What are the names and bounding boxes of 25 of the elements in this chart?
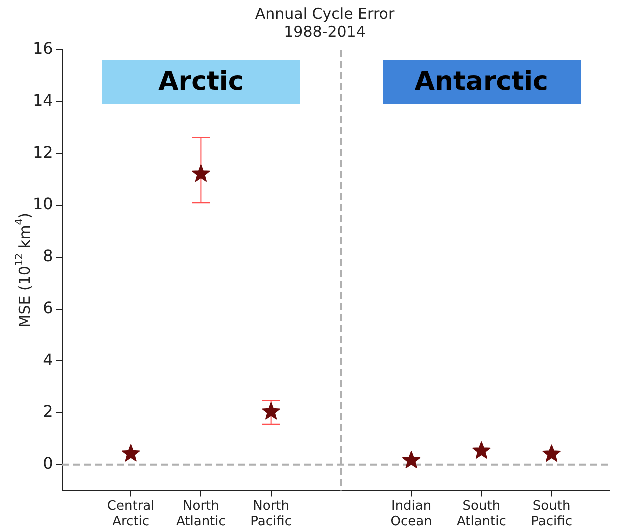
point bbox=[472, 442, 491, 459]
y-tick-label: 6 bbox=[43, 298, 54, 318]
y-tick-label: 8 bbox=[43, 246, 54, 266]
x-tick-label: Central Arctic bbox=[107, 498, 155, 530]
point bbox=[402, 451, 421, 469]
annotation: Arctic bbox=[158, 67, 244, 97]
point bbox=[122, 444, 140, 462]
point bbox=[262, 402, 280, 420]
point bbox=[192, 164, 210, 182]
chart-title: Annual Cycle Error 1988-2014 bbox=[255, 4, 396, 41]
x-tick-label: South Atlantic bbox=[456, 498, 506, 530]
x-tick-label: South Pacific bbox=[531, 498, 572, 530]
point bbox=[542, 444, 561, 462]
y-tick-label: 0 bbox=[43, 454, 54, 474]
x-tick-label: North Atlantic bbox=[176, 498, 226, 530]
y-tick-label: 2 bbox=[43, 402, 54, 422]
y-tick-label: 12 bbox=[33, 142, 54, 162]
y-tick-label: 4 bbox=[43, 350, 54, 370]
x-tick-label: North Pacific bbox=[250, 498, 292, 530]
y-axis-title: MSE (1012 km4) bbox=[14, 213, 34, 328]
y-tick-label: 16 bbox=[33, 39, 54, 58]
x-tick-label: Indian Ocean bbox=[390, 498, 432, 530]
annotation: Antarctic bbox=[414, 67, 548, 97]
y-tick-label: 14 bbox=[33, 91, 54, 110]
y-tick-label: 10 bbox=[33, 194, 54, 214]
